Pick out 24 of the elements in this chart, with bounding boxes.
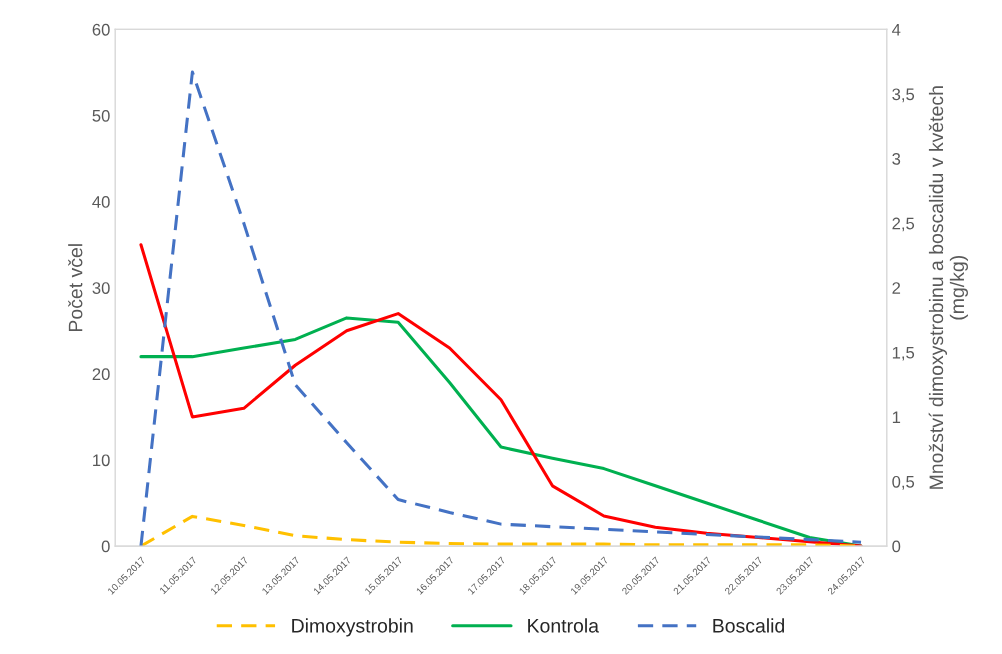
y-tick-label: 0 xyxy=(101,540,110,553)
y2-tick-label: 0,5 xyxy=(892,475,915,490)
y2-tick-label: 2,5 xyxy=(892,217,915,232)
line-series xyxy=(139,243,863,547)
y2-axis-title: Množství dimoxystrobinu a boscalidu v květech (mg/kg) xyxy=(928,86,968,489)
y2-tick-label: 1,5 xyxy=(892,346,915,361)
legend-label: Kontrola xyxy=(528,618,599,633)
legend-label: Dimoxystrobin xyxy=(292,618,413,637)
y2-tick-label: 3 xyxy=(892,153,901,165)
y-tick-label: 60 xyxy=(92,23,110,36)
legend-label: Boscalid xyxy=(713,618,785,633)
y2-tick-label: 3,5 xyxy=(892,88,915,103)
y2-tick-label: 0 xyxy=(892,540,901,553)
y-tick-label: 40 xyxy=(92,196,110,208)
y2-tick-label: 1 xyxy=(892,411,901,423)
y2-tick-label: 2 xyxy=(892,282,901,294)
y-tick-label: 50 xyxy=(92,109,110,122)
y2-tick-label: 4 xyxy=(892,24,901,36)
y-tick-label: 10 xyxy=(93,454,110,467)
line-series xyxy=(139,316,863,547)
y-tick-label: 30 xyxy=(92,282,110,294)
line-series xyxy=(139,70,863,547)
y-axis-title: Počet včel xyxy=(68,244,83,332)
y-tick-label: 20 xyxy=(92,368,110,381)
